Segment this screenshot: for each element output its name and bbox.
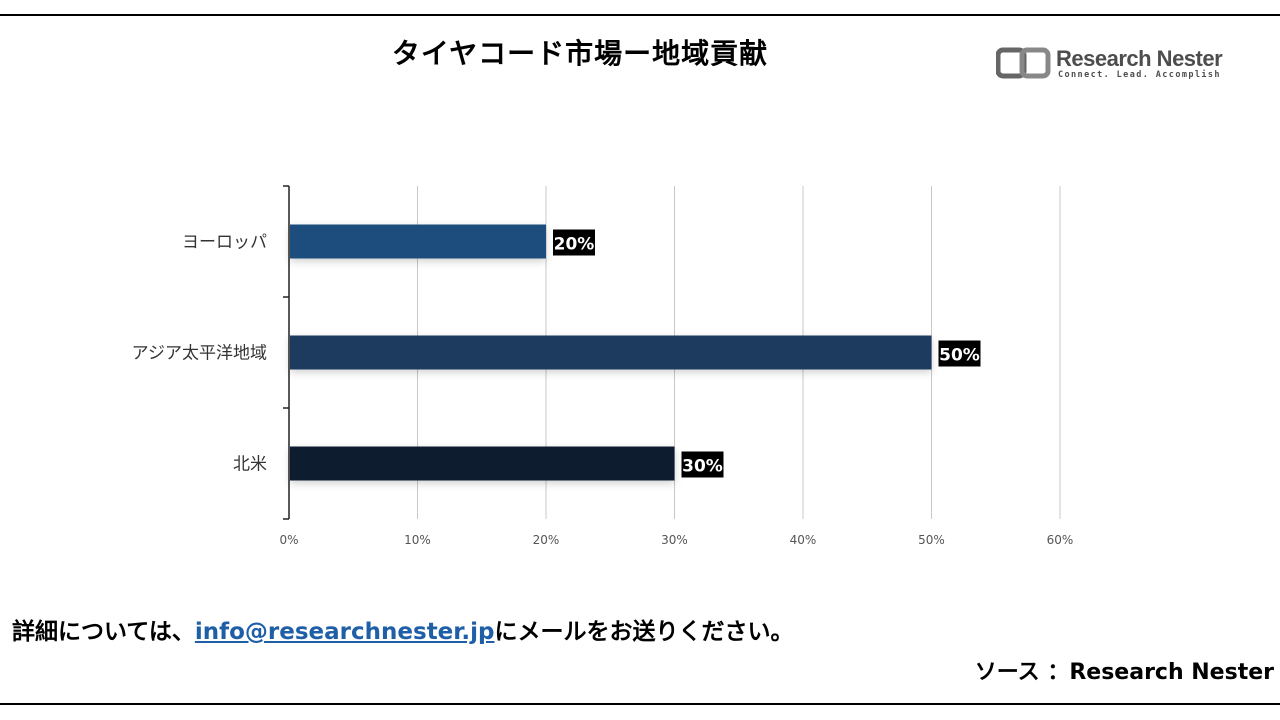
bar-chart: 0% 10% 20% 30% 40% 50% 60% ヨーロッパ 20% アジア太平洋地域 50% 北… [132, 185, 1074, 547]
logo-mark-icon [996, 47, 1051, 79]
data-label-background [681, 451, 724, 478]
contact-prefix: 詳細については、 [12, 619, 195, 645]
chart-title: タイヤコード市場ー地域貢献 [391, 37, 769, 70]
category-label: 北米 [233, 455, 267, 475]
data-label-background [938, 340, 981, 367]
x-tick-label: 10% [404, 533, 431, 547]
bottom-rule [0, 703, 1280, 705]
contact-email-link[interactable]: info@researchnester.jp [194, 619, 495, 645]
logo-tagline: Connect. Lead. Accomplish [1058, 70, 1221, 80]
logo-name: Research Nester [1056, 46, 1223, 71]
category-label: ヨーロッパ [182, 233, 267, 253]
contact-line: 詳細については、info@researchnester.jpにメールをお送りくだ… [12, 612, 793, 646]
x-tick-label: 60% [1047, 533, 1074, 547]
category-label: アジア太平洋地域 [132, 344, 267, 364]
contact-suffix: にメールをお送りください。 [494, 619, 794, 645]
data-label: 30% [682, 457, 723, 477]
bar [290, 224, 546, 259]
data-label: 50% [939, 346, 980, 366]
bar [290, 335, 932, 370]
source-credit: ソース ：Research Nester [974, 660, 1274, 685]
data-label: 20% [554, 235, 595, 255]
x-tick-label: 40% [790, 533, 817, 547]
x-tick-label: 0% [279, 533, 298, 547]
research-nester-logo: Research Nester Connect. Lead. Accomplis… [996, 44, 1226, 84]
x-tick-label: 20% [533, 533, 560, 547]
data-label-background [553, 229, 595, 256]
bar [290, 446, 675, 481]
top-rule [0, 14, 1280, 16]
x-tick-label: 30% [661, 533, 688, 547]
x-tick-label: 50% [918, 533, 945, 547]
